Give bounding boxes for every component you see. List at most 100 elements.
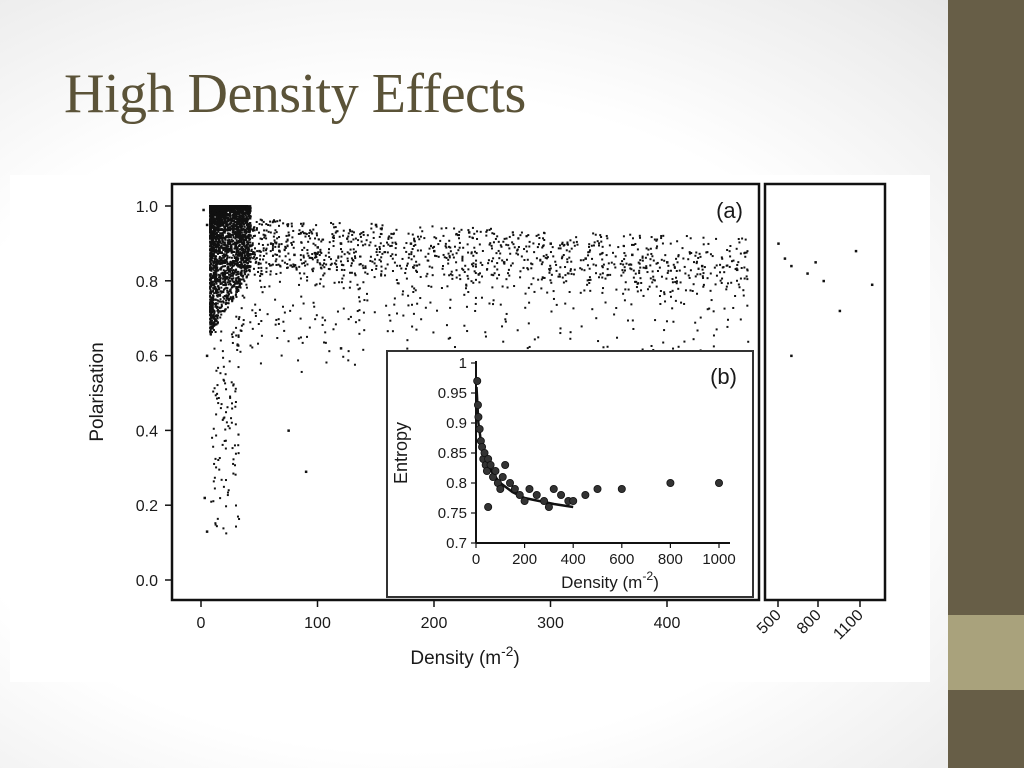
scatter-point-a <box>234 293 237 296</box>
scatter-point-a <box>246 246 249 249</box>
scatter-point-a <box>449 336 452 339</box>
scatter-point-a <box>238 223 241 226</box>
scatter-point-a <box>683 302 686 305</box>
scatter-point-a <box>336 310 339 313</box>
scatter-point-a <box>239 211 242 214</box>
scatter-point-a <box>220 282 223 285</box>
x-axis-label-b: Density (m-2) <box>561 569 659 592</box>
scatter-point-a <box>228 205 231 208</box>
scatter-point-a <box>234 247 237 250</box>
scatter-point-a <box>416 249 419 252</box>
scatter-point-a <box>217 250 220 253</box>
scatter-point-a <box>212 254 215 257</box>
scatter-point-a <box>508 247 511 250</box>
scatter-point-a <box>372 236 375 239</box>
scatter-point-a <box>219 298 222 301</box>
scatter-point-a <box>410 303 413 306</box>
scatter-point-a <box>227 232 230 235</box>
scatter-point-a <box>235 244 238 247</box>
scatter-point-a <box>442 265 445 268</box>
scatter-point-a <box>474 250 477 253</box>
scatter-point-a <box>663 291 666 294</box>
scatter-point-a <box>730 281 733 284</box>
scatter-point-a-broken <box>777 242 780 245</box>
scatter-point-a <box>209 295 212 298</box>
scatter-point-a <box>231 214 234 217</box>
scatter-point-a <box>265 270 268 273</box>
scatter-point-a <box>451 253 454 256</box>
scatter-point-a <box>220 313 223 316</box>
scatter-point-a <box>407 304 410 307</box>
scatter-point-a <box>366 272 369 275</box>
scatter-point-a <box>746 250 749 253</box>
scatter-point-a <box>584 257 587 260</box>
scatter-point-a <box>215 221 218 224</box>
scatter-point-a <box>224 281 227 284</box>
scatter-point-a <box>447 258 450 261</box>
scatter-point-a <box>732 306 735 309</box>
scatter-point-a <box>222 296 225 299</box>
scatter-point-a <box>301 262 304 265</box>
scatter-point-a <box>209 240 212 243</box>
scatter-point-b <box>525 484 534 493</box>
slide-title: High Density Effects <box>64 63 526 125</box>
scatter-point-a <box>285 234 288 237</box>
scatter-point-a <box>498 257 501 260</box>
scatter-point-a <box>219 275 222 278</box>
scatter-point-a <box>241 237 244 240</box>
scatter-point-a <box>416 235 419 238</box>
scatter-point-a <box>498 273 501 276</box>
scatter-point-a <box>224 479 227 482</box>
scatter-point-a <box>229 236 232 239</box>
scatter-point-a <box>227 240 230 243</box>
scatter-point-a <box>477 273 480 276</box>
scatter-point-a <box>216 317 219 320</box>
scatter-point-a <box>419 249 422 252</box>
scatter-point-a <box>626 319 629 322</box>
scatter-point-a <box>236 515 239 518</box>
scatter-point-a <box>458 246 461 249</box>
scatter-point-a <box>217 291 220 294</box>
scatter-point-a <box>340 281 343 284</box>
scatter-point-a <box>214 218 217 221</box>
scatter-point-a <box>311 232 314 235</box>
scatter-point-b <box>473 376 482 385</box>
scatter-point-a <box>315 314 318 317</box>
scatter-point-a <box>261 291 264 294</box>
scatter-point-a <box>252 229 255 232</box>
scatter-point-a <box>699 316 702 319</box>
scatter-point-a <box>542 244 545 247</box>
scatter-point-a <box>218 306 221 309</box>
scatter-point-a <box>237 227 240 230</box>
scatter-point-a <box>350 240 353 243</box>
scatter-point-a <box>659 289 662 292</box>
scatter-point-a <box>211 310 214 313</box>
scatter-point-a <box>213 236 216 239</box>
scatter-point-a <box>427 252 430 255</box>
scatter-point-a <box>240 246 243 249</box>
scatter-point-a <box>265 252 268 255</box>
scatter-point-a <box>241 265 244 268</box>
scatter-point-a <box>622 292 625 295</box>
scatter-point-a <box>225 295 228 298</box>
scatter-point-a <box>479 261 482 264</box>
scatter-point-a <box>430 285 433 288</box>
scatter-point-a <box>664 254 667 257</box>
scatter-point-a <box>222 215 225 218</box>
scatter-point-a <box>587 254 590 257</box>
scatter-point-a <box>231 341 234 344</box>
scatter-point-a <box>224 308 227 311</box>
scatter-point-a <box>248 260 251 263</box>
scatter-point-a <box>246 218 249 221</box>
scatter-point-a <box>447 262 450 265</box>
scatter-point-a <box>243 252 246 255</box>
scatter-point-a <box>304 470 308 474</box>
scatter-point-a <box>238 261 241 264</box>
scatter-point-a <box>745 251 748 254</box>
scatter-point-a <box>489 242 492 245</box>
scatter-point-a <box>212 255 215 258</box>
scatter-point-a <box>227 302 230 305</box>
scatter-point-a <box>380 270 383 273</box>
scatter-point-a <box>237 344 240 347</box>
scatter-point-a <box>447 337 450 340</box>
